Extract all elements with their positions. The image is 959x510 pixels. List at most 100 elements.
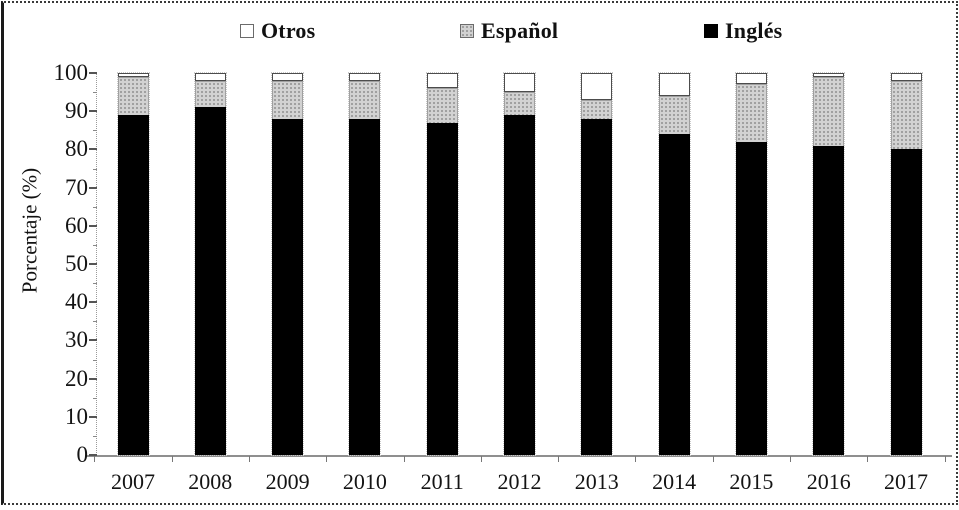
- y-major-tick: [89, 72, 97, 74]
- x-axis-tick: [712, 456, 714, 462]
- legend-item-otros: Otros: [240, 18, 315, 44]
- x-axis-tick: [403, 456, 405, 462]
- y-major-tick: [89, 377, 97, 380]
- bar-2016: [812, 72, 846, 456]
- bar-segment-otros-2016: [813, 73, 845, 77]
- y-minor-tick: [93, 321, 97, 323]
- bar-segment-espanol-2007: [117, 76, 149, 115]
- x-label-2016: 2016: [806, 469, 851, 494]
- y-tick-label: 100: [53, 60, 89, 85]
- x-label-2017: 2017: [884, 469, 928, 494]
- y-tick-label: 50: [65, 251, 88, 276]
- bar-2012: [503, 72, 536, 456]
- bar-segment-espanol-2008: [194, 80, 226, 108]
- x-label-2010: 2010: [342, 469, 387, 494]
- bar-segment-otros-2013: [581, 73, 613, 100]
- y-minor-tick: [93, 283, 97, 285]
- bar-segment-otros-2009: [272, 73, 304, 81]
- bar-segment-ingles-2016: [813, 145, 845, 455]
- bar-segment-otros-2012: [504, 73, 535, 93]
- bar-segment-ingles-2007: [117, 115, 149, 455]
- bar-segment-ingles-2008: [194, 107, 226, 455]
- x-label-2009: 2009: [265, 469, 310, 494]
- legend-label-espanol: Español: [481, 18, 559, 43]
- bar-segment-otros-2015: [735, 73, 767, 85]
- x-label-2007: 2007: [111, 469, 155, 494]
- x-label-2012: 2012: [497, 469, 542, 494]
- legend-label-otros: Otros: [261, 18, 316, 43]
- x-axis-tick: [944, 456, 946, 462]
- bar-segment-ingles-2009: [272, 118, 304, 455]
- x-label-2011: 2011: [420, 469, 464, 494]
- y-tick-label: 70: [65, 174, 88, 200]
- espanol-swatch-icon: [460, 24, 474, 38]
- bar-segment-espanol-2017: [890, 80, 922, 150]
- y-minor-tick: [93, 168, 97, 170]
- bar-segment-espanol-2013: [581, 99, 613, 119]
- y-minor-tick: [93, 435, 97, 437]
- x-axis-tick: [635, 456, 637, 462]
- y-minor-tick: [93, 244, 97, 246]
- x-axis-tick: [790, 456, 792, 462]
- x-axis-tick: [480, 456, 482, 462]
- bar-segment-otros-2017: [890, 73, 922, 81]
- y-major-tick: [89, 263, 97, 265]
- bar-segment-ingles-2015: [735, 141, 767, 455]
- y-major-tick: [89, 301, 97, 304]
- ingles-swatch-icon: [704, 24, 718, 38]
- bar-segment-espanol-2014: [658, 95, 690, 135]
- y-major-tick: [89, 415, 97, 418]
- bar-2009: [271, 72, 305, 456]
- x-label-2013: 2013: [574, 469, 619, 494]
- legend-item-espanol: Español: [460, 18, 558, 44]
- bar-segment-otros-2014: [658, 73, 690, 96]
- bar-segment-ingles-2010: [349, 118, 381, 455]
- x-label-2008: 2008: [188, 469, 233, 494]
- bar-segment-espanol-2010: [349, 80, 381, 119]
- bar-segment-ingles-2013: [581, 118, 613, 455]
- y-tick-label: 0: [76, 442, 89, 467]
- y-major-tick: [89, 224, 97, 227]
- y-tick-label: 60: [65, 212, 88, 238]
- y-major-tick: [89, 454, 97, 456]
- y-tick-label: 10: [65, 403, 88, 429]
- x-axis-tick: [558, 456, 560, 462]
- bar-2014: [657, 72, 691, 456]
- x-axis-tick: [248, 456, 250, 462]
- y-major-tick: [89, 148, 97, 151]
- bar-2015: [734, 72, 768, 456]
- otros-swatch-icon: [240, 24, 254, 38]
- bar-segment-espanol-2016: [813, 76, 845, 146]
- y-tick-label: 30: [65, 327, 88, 353]
- x-axis-line: [85, 455, 952, 457]
- y-minor-tick: [93, 359, 97, 361]
- bar-segment-otros-2010: [349, 73, 381, 81]
- bar-segment-otros-2007: [117, 73, 149, 77]
- y-minor-tick: [93, 206, 97, 208]
- bar-segment-ingles-2017: [890, 149, 922, 455]
- x-axis-tick: [867, 456, 869, 462]
- bar-2010: [348, 72, 382, 456]
- bar-2017: [889, 72, 923, 456]
- bar-segment-ingles-2012: [504, 115, 535, 455]
- y-major-tick: [89, 339, 97, 342]
- bar-2011: [425, 72, 459, 456]
- bar-segment-ingles-2011: [426, 122, 458, 455]
- y-tick-label: 20: [65, 365, 88, 391]
- bar-segment-ingles-2014: [658, 134, 690, 455]
- bar-segment-espanol-2015: [735, 84, 767, 142]
- bar-segment-espanol-2009: [272, 80, 304, 119]
- x-axis-tick: [94, 456, 96, 462]
- y-tick-label: 40: [65, 289, 88, 315]
- x-label-2014: 2014: [652, 469, 697, 494]
- bar-segment-otros-2011: [426, 73, 458, 89]
- bar-2007: [116, 72, 150, 456]
- legend-item-ingles: Inglés: [704, 18, 782, 44]
- x-label-2015: 2015: [729, 469, 774, 494]
- y-minor-tick: [93, 397, 97, 399]
- bar-segment-espanol-2011: [426, 88, 458, 123]
- y-major-tick: [89, 186, 97, 189]
- bar-segment-espanol-2012: [504, 92, 535, 115]
- y-minor-tick: [93, 92, 97, 94]
